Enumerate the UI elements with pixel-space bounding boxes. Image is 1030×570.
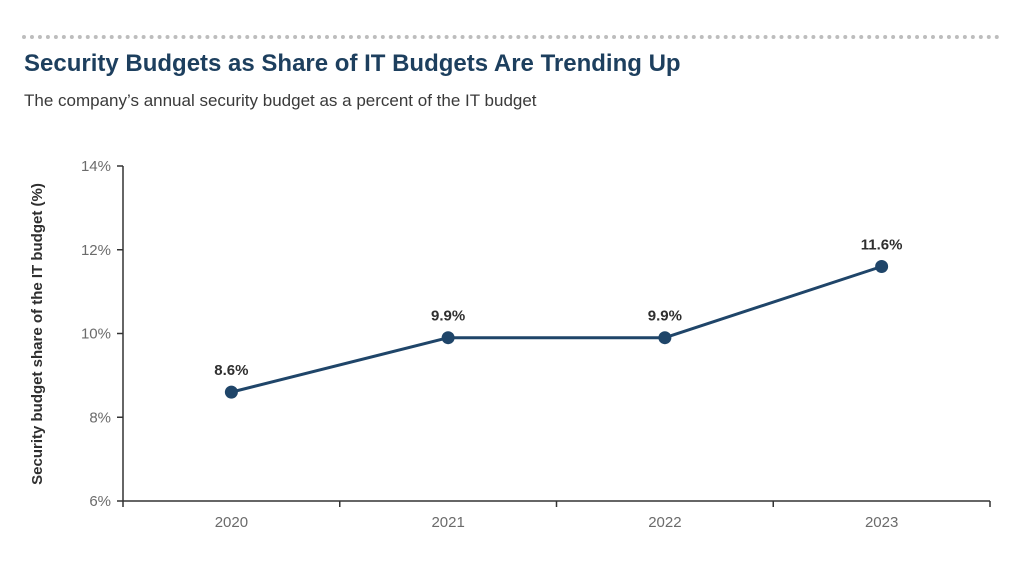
y-axis-label: Security budget share of the IT budget (… [29, 183, 46, 485]
y-tick-label: 8% [89, 409, 111, 426]
y-axis: 6% 8% 10% 12% 14% [81, 158, 124, 510]
data-label: 11.6% [861, 237, 903, 254]
data-label: 9.9% [431, 308, 465, 325]
series-line: 8.6% 9.9% 9.9% 11.6% [214, 237, 902, 399]
data-label: 8.6% [214, 362, 248, 379]
dotted-divider [22, 35, 1000, 39]
y-tick-label: 10% [81, 326, 111, 343]
data-label: 9.9% [648, 308, 682, 325]
data-point [658, 331, 672, 345]
chart-subtitle: The company’s annual security budget as … [24, 91, 537, 110]
series-polyline [231, 265, 883, 394]
y-tick-label: 12% [81, 242, 111, 259]
chart-title: Security Budgets as Share of IT Budgets … [24, 50, 681, 77]
x-tick-label: 2020 [215, 514, 248, 531]
data-point [875, 260, 889, 273]
y-tick-label: 6% [89, 493, 111, 510]
data-point [224, 385, 238, 399]
x-tick-label: 2023 [865, 514, 898, 531]
data-point [441, 331, 455, 345]
x-axis: 2020 2021 2022 2023 [122, 500, 991, 531]
x-tick-label: 2022 [648, 514, 681, 531]
y-tick-label: 14% [81, 158, 111, 175]
x-tick-label: 2021 [431, 514, 464, 531]
